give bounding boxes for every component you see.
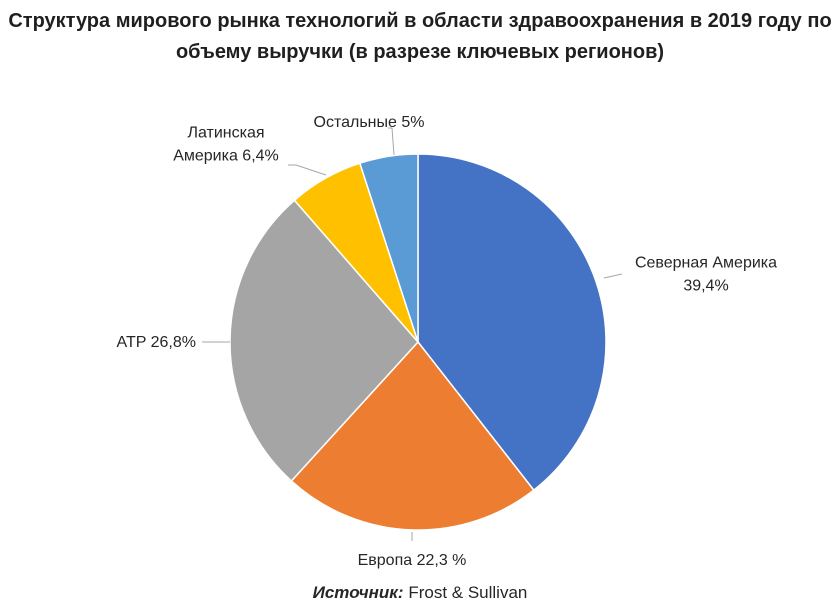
slice-label-3: ATP 26,8% [117,334,196,351]
pie-slice-2 [290,340,535,531]
chart-title-line-2: объему выручки (в разрезе ключевых регио… [175,41,665,63]
source-note: Источник: Frost & Sullivan [0,583,840,603]
slice-label-2: Европа 22,3 % [358,552,467,569]
pie-slices [229,153,607,531]
leader-line-1 [603,273,623,279]
slice-label-1: Северная Америка 39,4% [635,255,777,295]
slice-label-2-line-1: Европа 22,3 % [358,552,467,569]
slice-label-5-line-1: Остальные 5% [314,114,425,131]
pie-slice-5 [358,153,419,343]
slice-label-1-line-2: 39,4% [683,278,728,295]
pie-slice-1 [417,153,607,492]
pie-leader-lines [202,127,623,541]
slice-label-4-line-1: Латинская [187,125,264,142]
chart-title-line-1: Структура мирового рынка технологий в об… [8,10,832,32]
slice-label-3-line-1: ATP 26,8% [117,334,196,351]
slice-label-1-line-1: Северная Америка [635,255,777,272]
leader-line-4 [288,164,327,176]
leader-line-5 [388,127,395,156]
slice-label-5: Остальные 5% [314,114,425,131]
slice-label-4: Латинская Америка 6,4% [173,125,279,165]
slice-label-4-line-2: Америка 6,4% [173,148,279,165]
chart-title: Структура мирового рынка технологий в об… [0,6,840,68]
pie-labels: Северная Америка 39,4% Европа 22,3 % ATP 26… [117,114,778,569]
pie-slice-3 [229,199,420,483]
source-label: Источник: [312,583,404,602]
source-value: Frost & Sullivan [408,583,528,602]
